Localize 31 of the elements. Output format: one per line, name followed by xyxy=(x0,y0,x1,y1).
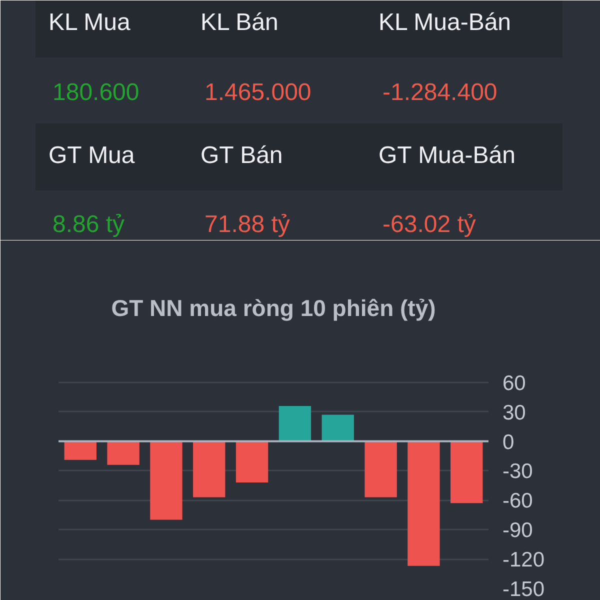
bar xyxy=(278,406,312,442)
bar xyxy=(322,414,354,442)
y-tick-label: -60 xyxy=(502,490,533,513)
bar xyxy=(408,441,440,566)
y-tick-label: -150 xyxy=(502,578,545,600)
bar xyxy=(64,441,96,460)
text: -1.284.400 xyxy=(382,79,498,106)
y-tick-label: 0 xyxy=(502,430,514,454)
category-label: KL Mua-Bán xyxy=(378,9,512,36)
text: 1.465.000 xyxy=(204,79,312,106)
y-tick-label: -90 xyxy=(502,519,533,542)
category-label: GT Mua xyxy=(48,142,136,169)
category-label: GT Mua-Bán xyxy=(378,142,516,169)
category-label: GT Bán xyxy=(200,142,283,169)
text: 180.600 xyxy=(52,79,140,106)
bar xyxy=(193,441,226,498)
chart-title: GT NN mua ròng 10 phiên (tỷ) xyxy=(111,295,436,321)
text: 71.88 tỷ xyxy=(204,211,290,238)
bar xyxy=(150,441,182,520)
y-tick-label: 60 xyxy=(502,372,526,395)
text: -63.02 tỷ xyxy=(382,211,476,238)
y-tick-label: 30 xyxy=(502,401,526,424)
y-tick-label: -120 xyxy=(502,548,545,572)
bar xyxy=(236,441,268,483)
bar xyxy=(450,441,483,504)
bar xyxy=(107,441,140,465)
category-label: KL Bán xyxy=(200,9,278,36)
y-tick-label: -30 xyxy=(502,460,533,484)
category-label: KL Mua xyxy=(48,9,131,36)
text: 8.86 tỷ xyxy=(52,211,125,238)
bar xyxy=(364,441,397,498)
